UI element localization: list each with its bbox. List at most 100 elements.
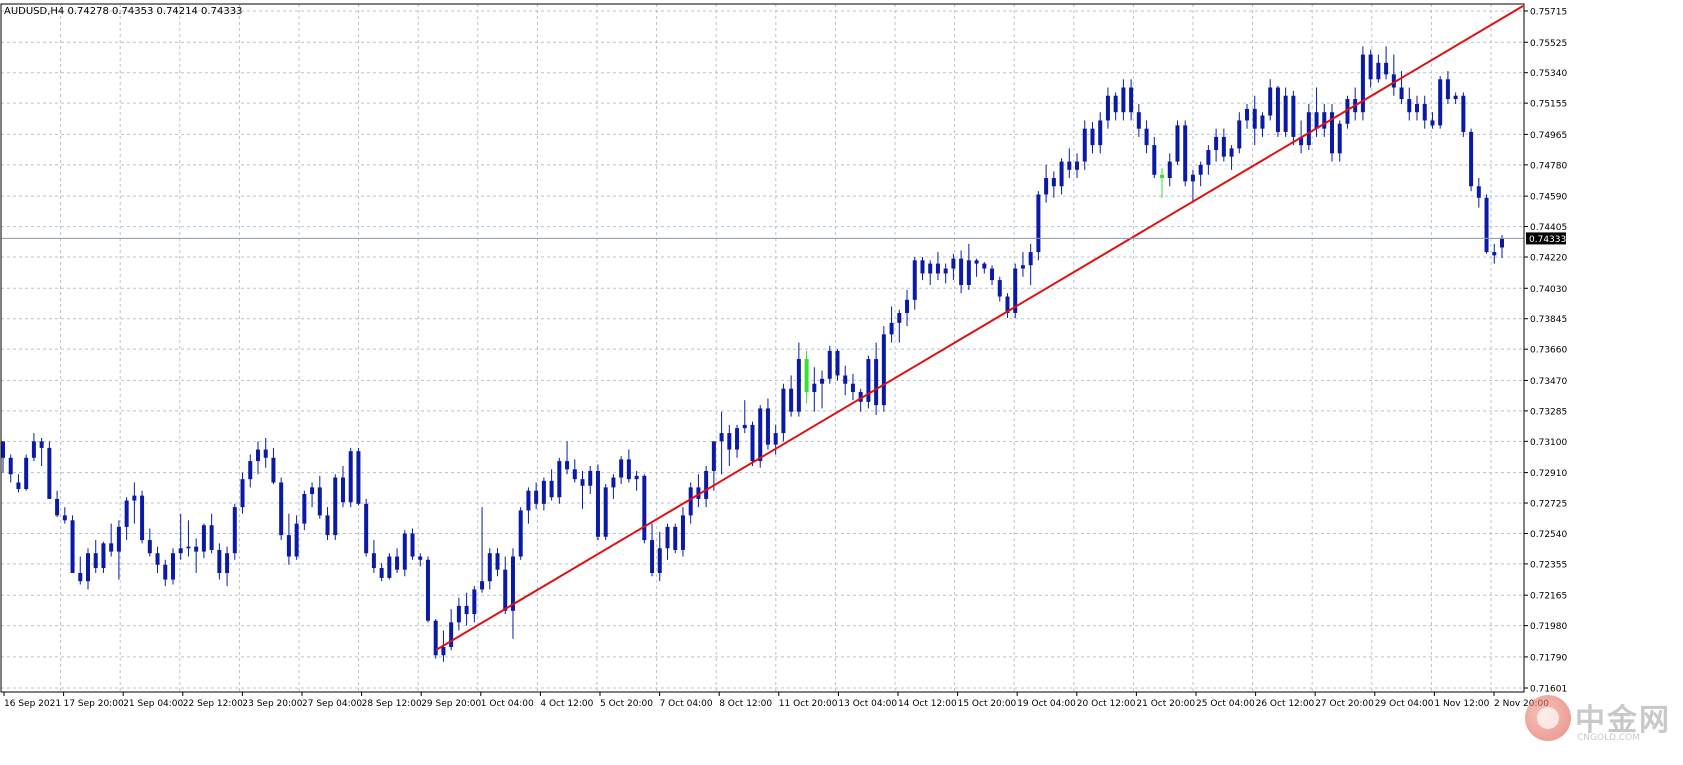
x-tick-label: 23 Sep 20:00 <box>242 699 302 709</box>
trendline-segment[interactable] <box>435 5 1524 651</box>
y-tick-label: 0.73285 <box>1530 407 1567 417</box>
candle <box>711 441 716 491</box>
candle-body <box>827 350 832 379</box>
candle-body <box>1090 128 1095 146</box>
candle-body <box>240 479 245 508</box>
candle-body <box>850 383 855 392</box>
candle <box>518 507 523 560</box>
candle-body <box>1268 87 1273 116</box>
candle <box>456 597 461 631</box>
candle <box>510 548 515 639</box>
candle <box>874 342 879 415</box>
candle <box>650 523 655 577</box>
trendline[interactable] <box>435 5 1524 651</box>
candle <box>665 523 670 560</box>
candle-body <box>966 260 971 285</box>
candle-body <box>1167 161 1172 179</box>
candle-body <box>186 546 191 549</box>
candle-body <box>920 260 925 274</box>
candle-body <box>874 359 879 406</box>
candle <box>472 586 477 623</box>
candle <box>1391 54 1396 96</box>
candle-body <box>1399 87 1404 100</box>
candle <box>302 490 307 531</box>
candle <box>727 424 732 467</box>
candle <box>487 548 492 590</box>
candle <box>85 548 90 590</box>
candle-body <box>425 559 430 621</box>
candle-body <box>47 447 52 499</box>
x-tick-label: 19 Oct 04:00 <box>1017 699 1076 709</box>
candle <box>1283 87 1288 137</box>
candle-body <box>1098 120 1103 146</box>
candle-body <box>201 525 206 552</box>
candle-body <box>1368 54 1373 80</box>
x-tick-label: 11 Oct 20:00 <box>779 699 838 709</box>
candle-body <box>1206 150 1211 165</box>
candle-body <box>1291 95 1296 137</box>
candle <box>1360 46 1365 121</box>
candle-body <box>1129 87 1134 113</box>
candle-body <box>1306 112 1311 146</box>
candle-body <box>1260 115 1265 129</box>
candle-body <box>1391 74 1396 88</box>
candle <box>418 553 423 567</box>
candle-body <box>1221 136 1226 157</box>
candle-body <box>626 459 631 480</box>
candle <box>1345 95 1350 129</box>
candle <box>812 367 817 412</box>
candle <box>1384 46 1389 80</box>
candle <box>109 523 114 557</box>
candle-body <box>673 526 678 550</box>
x-tick-label: 16 Sep 2021 <box>4 699 61 709</box>
candle-body <box>31 441 36 458</box>
x-tick-label: 27 Oct 20:00 <box>1315 699 1374 709</box>
candle-body <box>449 622 454 648</box>
candle <box>866 355 871 409</box>
candle-body <box>101 543 106 569</box>
candle <box>920 257 925 281</box>
candle-body <box>572 469 577 480</box>
candle-body <box>395 556 400 570</box>
candle <box>16 474 21 493</box>
candle <box>990 265 995 285</box>
candle-body <box>541 480 546 504</box>
candle <box>1059 158 1064 195</box>
candle <box>449 609 454 651</box>
candle-body <box>294 523 299 557</box>
candle <box>1020 252 1025 277</box>
x-tick-label: 28 Sep 12:00 <box>362 699 422 709</box>
candle <box>634 470 639 491</box>
y-tick-label: 0.72540 <box>1530 530 1567 540</box>
candle-body <box>487 553 492 582</box>
candle <box>395 548 400 573</box>
candle <box>850 373 855 401</box>
candle <box>912 257 917 310</box>
watermark: 中金网 CNGOLD.COM <box>1525 693 1675 763</box>
x-tick-label: 29 Sep 20:00 <box>421 699 481 709</box>
candle <box>225 546 230 587</box>
candle <box>1152 136 1157 179</box>
candle <box>1268 79 1273 121</box>
candle <box>1484 194 1489 254</box>
x-tick-label: 29 Oct 04:00 <box>1375 699 1434 709</box>
candle <box>1438 76 1443 129</box>
candle <box>1167 153 1172 187</box>
candle-body <box>1136 112 1141 129</box>
candle-body <box>1476 186 1481 198</box>
chart-grid <box>0 4 1524 692</box>
candle <box>1051 171 1056 198</box>
candle-body <box>990 268 995 281</box>
candle-body <box>804 359 809 392</box>
candle <box>951 253 956 281</box>
candle-body <box>742 424 747 429</box>
candle <box>1160 168 1165 198</box>
candle <box>55 490 60 518</box>
candle <box>526 487 531 524</box>
candle-body <box>796 359 801 412</box>
candle-body <box>526 490 531 511</box>
y-tick-label: 0.75715 <box>1530 8 1567 18</box>
candle-body <box>534 490 539 504</box>
candle <box>1229 145 1234 170</box>
